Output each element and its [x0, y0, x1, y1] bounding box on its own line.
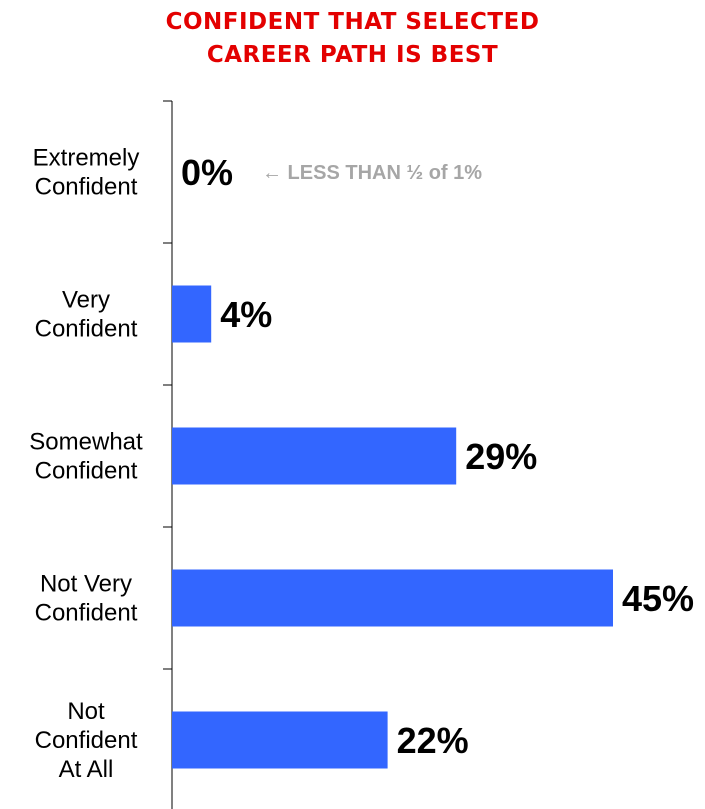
category-label: Extremely Confident — [33, 145, 140, 201]
value-label: 45% — [622, 578, 694, 619]
value-label: 29% — [465, 436, 537, 477]
category-label: Very Confident — [35, 287, 138, 343]
chart-title-line-2: CAREER PATH IS BEST — [206, 42, 499, 68]
chart-title: CONFIDENT THAT SELECTED CAREER PATH IS B… — [0, 6, 705, 72]
value-label: 22% — [397, 720, 469, 761]
category-label: Not Very Confident — [35, 571, 138, 627]
annotation-label: ← LESS THAN ½ of 1% — [262, 162, 482, 184]
chart-title-line-1: CONFIDENT THAT SELECTED — [165, 9, 540, 35]
category-label: Not Confident At All — [35, 698, 138, 783]
bar — [172, 711, 388, 769]
value-label: 0% — [181, 152, 233, 193]
bar — [172, 569, 613, 627]
value-label: 4% — [220, 294, 272, 335]
bar — [172, 427, 457, 485]
category-label: Somewhat Confident — [29, 429, 143, 485]
bar — [172, 285, 212, 343]
